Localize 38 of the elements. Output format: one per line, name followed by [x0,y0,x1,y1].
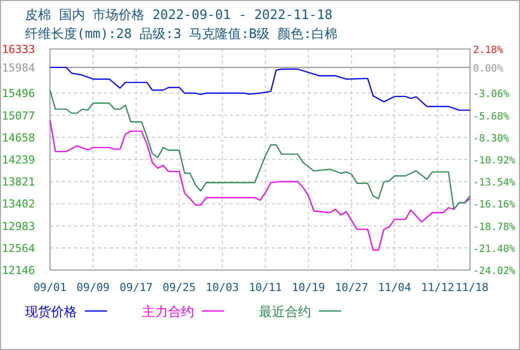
chart-subtitle: 纤维长度(mm):28 品级:3 马克隆值:B级 颜色:白棉 [25,26,338,42]
x-tick-label: 11/12 [421,281,454,294]
y2-tick-label: 2.18% [473,45,504,56]
x-tick-label: 10/27 [334,281,368,294]
y-tick-label: 12146 [2,264,35,277]
y2-tick-label: -10.92% [473,156,516,166]
y-tick-label: 14239 [2,154,35,167]
y-tick-label: 12564 [2,242,36,255]
y2-tick-label: -8.30% [473,133,510,144]
x-tick-label: 10/03 [206,281,239,294]
y-tick-label: 12983 [2,220,35,233]
y2-tick-label: -3.06% [473,89,510,100]
x-tick-label: 11/18 [455,281,489,294]
y-tick-label: 16333 [2,43,35,56]
y-tick-label: 15077 [2,109,35,122]
legend-label: 现货价格 [25,305,77,320]
y2-tick-label: -18.78% [473,222,516,233]
x-tick-label: 10/19 [292,281,326,294]
y-tick-label: 13402 [2,198,35,211]
y2-tick-label: -13.54% [473,178,516,189]
y2-tick-label: -24.02% [473,266,516,277]
y-tick-label: 15984 [2,61,36,74]
x-tick-label: 09/09 [76,281,110,294]
x-tick-label: 09/17 [120,281,153,294]
legend-label: 最近合约 [259,305,311,320]
x-tick-label: 09/01 [33,281,67,294]
x-tick-label: 10/11 [248,281,282,294]
chart-title: 皮棉 国内 市场价格 2022-09-01 - 2022-11-18 [25,8,332,23]
y-tick-label: 14658 [2,131,35,144]
legend-label: 主力合约 [142,304,194,320]
x-tick-label: 09/25 [162,281,196,294]
y-tick-label: 13821 [2,176,35,189]
y-tick-label: 15496 [2,87,35,100]
y2-tick-label: 0.00% [473,63,504,74]
y2-tick-label: -5.68% [473,111,510,122]
y2-tick-label: -16.16% [473,200,516,211]
x-tick-label: 11/04 [378,281,412,294]
y2-tick-label: -21.40% [473,244,516,255]
